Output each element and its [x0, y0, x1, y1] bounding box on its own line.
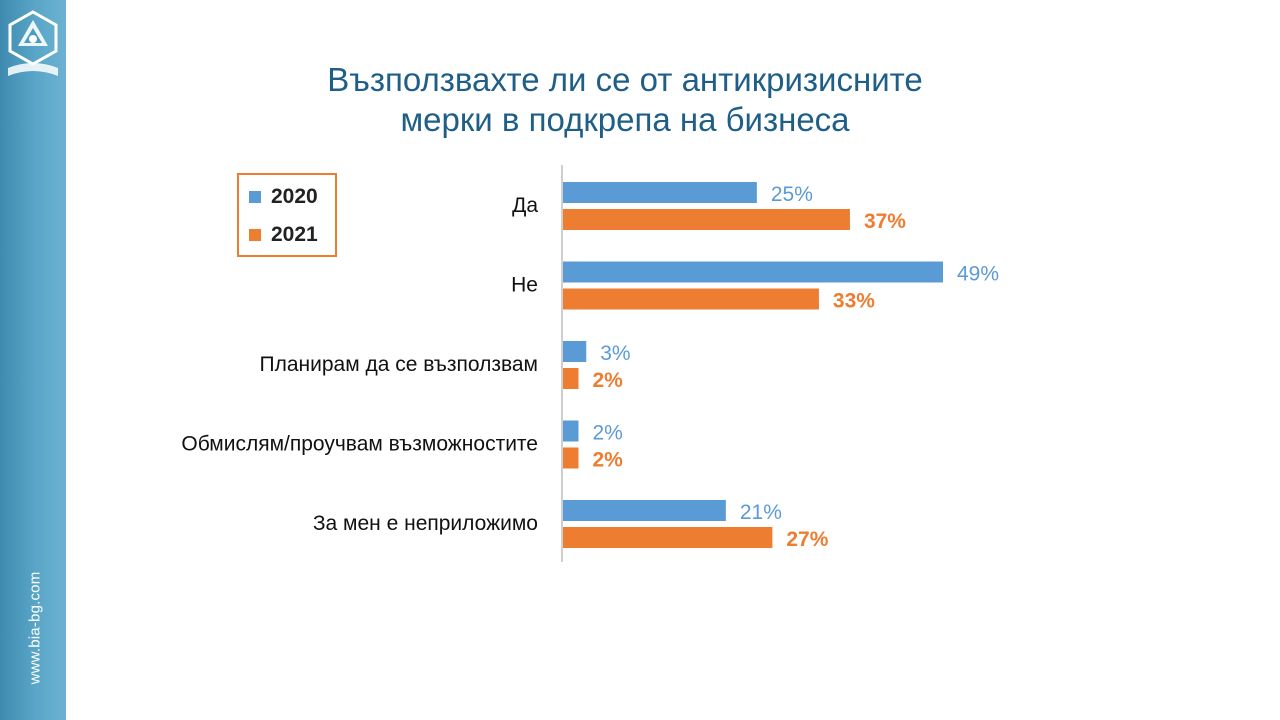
chart-legend: 2020 2021 [237, 173, 337, 257]
slide-title: Възползвахте ли се от антикризисните мер… [205, 60, 1045, 140]
bar-2021 [563, 527, 773, 548]
title-line-1: Възползвахте ли се от антикризисните [327, 61, 923, 98]
legend-swatch-2020 [249, 191, 261, 203]
bar-2020 [563, 341, 587, 362]
data-label-2021: 2% [593, 369, 624, 392]
category-label: За мен е неприложимо [313, 512, 538, 535]
category-label: Обмислям/проучвам възможностите [181, 433, 538, 456]
bia-logo-icon [8, 10, 58, 76]
bar-2021 [563, 209, 850, 230]
data-label-2020: 3% [600, 342, 630, 365]
bar-2021 [563, 288, 819, 310]
legend-item-2021: 2021 [249, 223, 318, 247]
data-label-2021: 33% [833, 290, 875, 313]
bar-2020 [563, 500, 726, 521]
bar-2020 [563, 182, 757, 203]
data-label-2020: 2% [593, 422, 623, 445]
category-label: Да [512, 194, 538, 217]
data-label-2020: 25% [771, 183, 813, 206]
bar-2020 [563, 420, 579, 442]
data-label-2021: 37% [864, 210, 906, 233]
data-label-2020: 21% [740, 501, 782, 524]
bar-2020 [563, 261, 943, 283]
legend-swatch-2021 [249, 229, 261, 241]
legend-label-2021: 2021 [271, 223, 318, 246]
data-label-2021: 27% [786, 528, 828, 551]
legend-label-2020: 2020 [271, 185, 318, 208]
bar-2021 [563, 447, 579, 469]
sidebar: www.bia-bg.com [0, 0, 66, 720]
category-label: Не [511, 274, 538, 297]
data-label-2021: 2% [593, 449, 624, 472]
legend-item-2020: 2020 [249, 185, 318, 209]
data-label-2020: 49% [957, 263, 999, 286]
bar-2021 [563, 368, 579, 389]
title-line-2: мерки в подкрепа на бизнеса [400, 101, 850, 138]
category-label: Планирам да се възползвам [260, 353, 539, 376]
